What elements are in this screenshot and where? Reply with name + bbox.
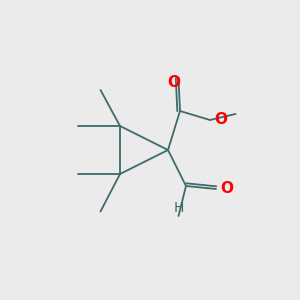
Text: H: H (173, 200, 184, 214)
Text: O: O (214, 112, 227, 127)
Text: O: O (220, 181, 233, 196)
Text: O: O (167, 75, 181, 90)
